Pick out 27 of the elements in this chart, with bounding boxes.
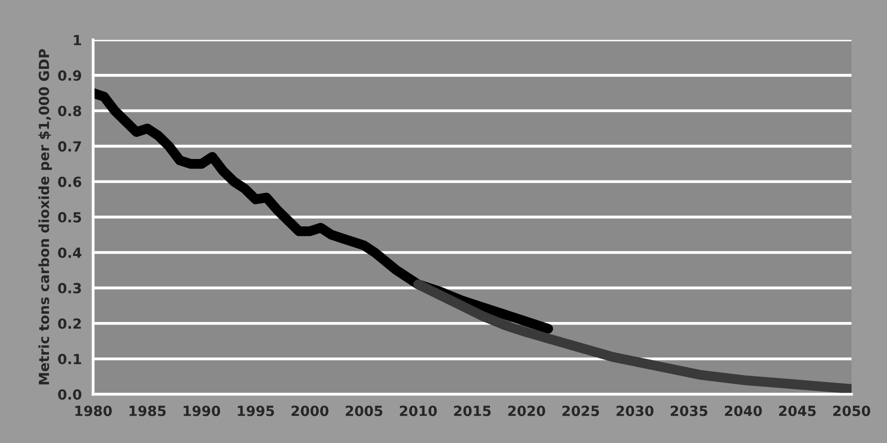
x-tick-label: 2000	[292, 406, 328, 416]
x-tick-label: 2045	[779, 406, 816, 416]
x-tick-label: 2025	[562, 406, 600, 416]
x-tick-label: 2010	[400, 406, 437, 416]
y-tick-label: 0.7	[58, 141, 81, 152]
y-tick-label: 0.1	[58, 354, 82, 364]
x-tick-label: 1980	[75, 406, 112, 416]
y-tick-label: 0.5	[58, 212, 82, 223]
x-tick-label: 2015	[454, 406, 491, 416]
x-tick-label: 2035	[670, 406, 708, 416]
x-tick-label: 2020	[508, 406, 546, 416]
y-tick-label: 0.9	[58, 70, 82, 81]
y-tick-label: 0.6	[58, 176, 82, 188]
y-tick-label: 0.4	[58, 247, 82, 258]
x-tick-label: 1995	[238, 406, 274, 416]
x-tick-label: 2030	[616, 406, 654, 416]
x-tick-label: 2040	[724, 406, 762, 416]
y-tick-label: 0.8	[58, 106, 82, 116]
x-tick-label: 1985	[130, 406, 166, 416]
y-tick-label: 0.2	[58, 318, 81, 329]
y-tick-label: 0.0	[58, 389, 82, 400]
x-tick-label: 2005	[346, 406, 382, 416]
y-tick-label: 1	[74, 35, 82, 46]
x-tick-label: 2050	[833, 406, 870, 416]
y-axis-title: Metric tons carbon dioxide per $1,000 GDP	[38, 49, 52, 384]
y-tick-label: 0.3	[58, 282, 81, 294]
x-tick-label: 1990	[184, 406, 220, 416]
